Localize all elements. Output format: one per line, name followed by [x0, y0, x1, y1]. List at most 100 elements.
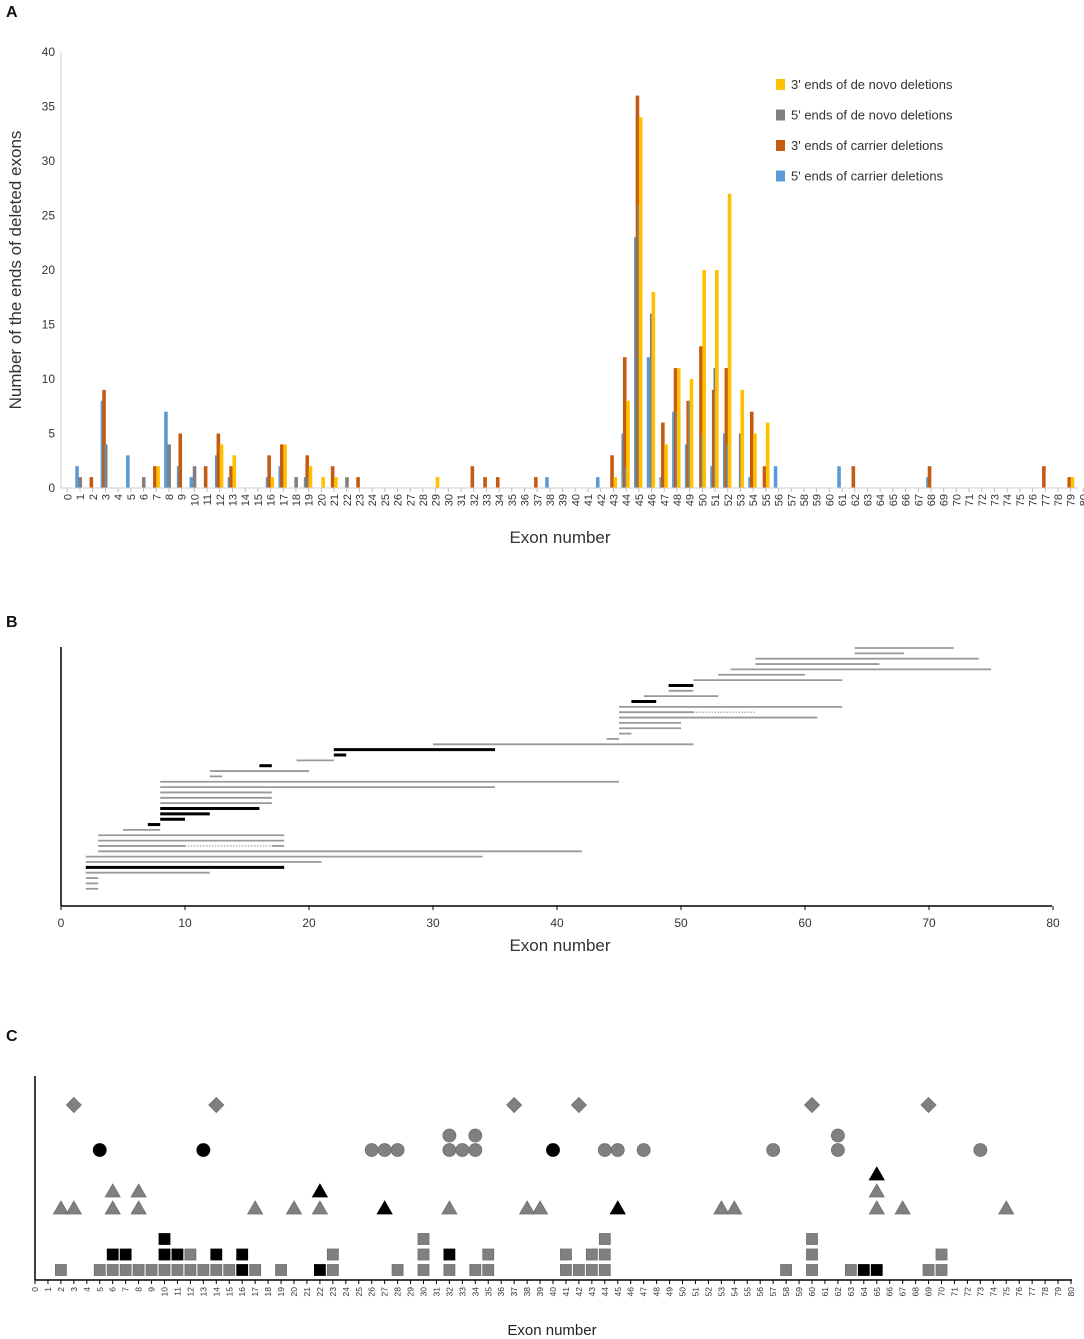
bar-carrier3 — [749, 411, 754, 488]
a-x-tick: 41 — [583, 494, 595, 506]
bar-denovo3 — [232, 455, 237, 488]
c-x-tick: 18 — [263, 1287, 273, 1297]
a-x-tick: 38 — [545, 494, 557, 506]
square-marker-grey — [482, 1264, 495, 1276]
square-marker-grey — [391, 1264, 404, 1276]
bar-denovo3 — [664, 444, 668, 488]
triangle-marker-grey — [104, 1183, 121, 1198]
bar-carrier3 — [280, 444, 284, 488]
bar-carrier3 — [483, 477, 487, 488]
a-x-tick: 39 — [558, 494, 570, 506]
diamond-marker-grey — [570, 1096, 587, 1114]
c-x-tick: 45 — [613, 1287, 623, 1297]
c-x-tick: 63 — [846, 1287, 856, 1297]
square-marker-grey — [598, 1248, 611, 1261]
a-y-tick: 0 — [48, 481, 55, 495]
bar-carrier3 — [762, 466, 767, 488]
c-x-tick: 42 — [574, 1287, 584, 1297]
circle-marker-grey — [597, 1143, 612, 1157]
bar-carrier3 — [534, 477, 538, 488]
panel-label-c: C — [6, 1028, 18, 1045]
c-x-tick: 50 — [678, 1287, 688, 1297]
bar-carrier3 — [724, 368, 729, 488]
bar-denovo5 — [78, 477, 83, 488]
c-x-tick: 8 — [134, 1287, 144, 1292]
a-x-tick: 22 — [342, 494, 354, 506]
c-x-tick: 21 — [302, 1287, 312, 1297]
b-x-tick: 40 — [550, 916, 564, 930]
square-marker-grey — [482, 1248, 495, 1261]
square-marker-grey — [598, 1264, 611, 1276]
a-x-tick: 45 — [634, 494, 646, 506]
c-x-tick: 15 — [224, 1287, 234, 1297]
bar-carrier3 — [89, 477, 94, 488]
a-x-tick: 51 — [710, 494, 722, 506]
c-x-tick: 36 — [496, 1287, 506, 1297]
a-x-tick: 66 — [901, 494, 913, 506]
bar-carrier3 — [178, 433, 183, 488]
bar-carrier3 — [661, 422, 665, 488]
bar-denovo5 — [345, 477, 349, 488]
triangle-marker-black — [311, 1183, 329, 1198]
a-x-tick: 5 — [126, 494, 138, 500]
bar-denovo3 — [676, 368, 681, 488]
triangle-marker-grey — [285, 1200, 303, 1215]
square-marker-black — [236, 1248, 249, 1261]
b-x-tick: 10 — [178, 916, 192, 930]
c-x-tick: 2 — [56, 1287, 66, 1292]
bar-carrier3 — [267, 455, 271, 488]
bar-carrier5 — [164, 411, 168, 488]
c-x-tick: 76 — [1014, 1287, 1024, 1297]
square-marker-grey — [417, 1233, 430, 1245]
circle-marker-grey — [468, 1128, 483, 1143]
triangle-marker-grey — [441, 1200, 458, 1215]
circle-marker-grey — [831, 1143, 845, 1157]
a-x-tick: 8 — [164, 494, 176, 500]
a-x-tick: 28 — [418, 494, 430, 506]
panel-label-b: B — [6, 614, 18, 631]
bar-carrier5 — [646, 357, 651, 488]
c-x-tick: 4 — [82, 1287, 92, 1292]
bar-denovo3 — [613, 477, 618, 488]
a-x-tick: 4 — [113, 494, 125, 500]
square-marker-grey — [326, 1248, 339, 1261]
a-x-tick: 10 — [189, 494, 201, 506]
c-x-tick: 29 — [406, 1287, 416, 1297]
bar-carrier5 — [773, 466, 778, 488]
circle-marker-black — [92, 1143, 107, 1157]
c-x-tick: 35 — [483, 1287, 493, 1297]
c-x-tick: 79 — [1053, 1287, 1063, 1297]
c-x-tick: 70 — [937, 1287, 947, 1297]
bar-denovo3 — [1070, 477, 1075, 488]
a-x-tick: 60 — [824, 494, 836, 506]
bar-denovo5 — [294, 477, 298, 488]
b-x-tick: 80 — [1046, 916, 1060, 930]
a-x-tick: 40 — [570, 494, 582, 506]
legend-label-carrier3: 3' ends of carrier deletions — [791, 138, 944, 153]
bar-denovo3 — [740, 389, 745, 488]
c-x-tick: 31 — [431, 1287, 441, 1297]
a-x-tick: 52 — [723, 494, 735, 506]
a-y-tick: 10 — [42, 372, 56, 386]
square-marker-grey — [417, 1264, 430, 1276]
a-x-tick: 34 — [494, 494, 506, 506]
square-marker-grey — [806, 1264, 818, 1276]
c-x-tick: 72 — [962, 1287, 972, 1297]
bar-denovo3 — [308, 466, 313, 488]
a-x-tick: 57 — [786, 494, 798, 506]
a-x-tick: 70 — [951, 494, 963, 506]
c-x-tick: 46 — [626, 1287, 636, 1297]
bar-carrier5 — [189, 477, 194, 488]
c-x-tick: 80 — [1066, 1287, 1076, 1297]
a-x-tick: 49 — [685, 494, 697, 506]
a-y-tick: 35 — [42, 100, 56, 114]
square-marker-grey — [844, 1264, 857, 1276]
a-x-tick: 6 — [139, 494, 151, 500]
square-marker-grey — [560, 1264, 572, 1276]
legend-swatch-denovo3 — [776, 79, 785, 90]
a-y-tick: 25 — [42, 209, 56, 223]
c-x-tick: 41 — [561, 1287, 571, 1297]
square-marker-grey — [171, 1264, 184, 1276]
c-x-tick: 30 — [419, 1287, 429, 1297]
c-x-tick: 40 — [548, 1287, 558, 1297]
